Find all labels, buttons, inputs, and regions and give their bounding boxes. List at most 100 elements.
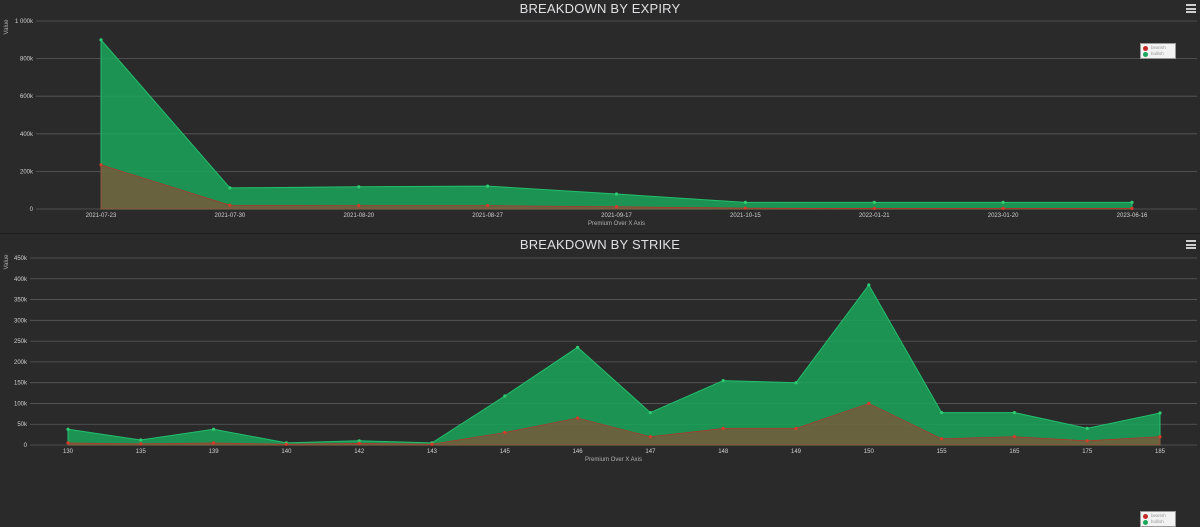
legend-item-bullish[interactable]: bullish bbox=[1143, 519, 1173, 525]
x-tick-label: 147 bbox=[645, 449, 656, 455]
data-point-bearish bbox=[867, 401, 871, 405]
series-area-bullish bbox=[67, 284, 1161, 446]
data-point-bullish bbox=[99, 38, 103, 42]
panel-divider bbox=[0, 233, 1200, 234]
y-tick-label: 600k bbox=[20, 94, 34, 100]
data-point-bearish bbox=[357, 204, 361, 208]
data-point-bearish bbox=[228, 203, 232, 207]
expiry-chart-plot: 0 200k 400k 600k 800k 1 000k 2021-07-23 2021-07… bbox=[4, 19, 1197, 227]
hamburger-menu-icon[interactable] bbox=[1186, 240, 1196, 249]
y-tick-label: 0 bbox=[24, 443, 28, 449]
chart-title: BREAKDOWN BY STRIKE bbox=[519, 237, 681, 252]
x-tick-label: 146 bbox=[573, 449, 584, 455]
data-point-bullish bbox=[743, 200, 748, 204]
expiry-chart-panel: BREAKDOWN BY EXPIRY 0 200k 400k 600k 800k 1 0… bbox=[0, 0, 1200, 233]
legend-item-bullish[interactable]: bullish bbox=[1143, 51, 1173, 57]
data-point-bearish bbox=[284, 442, 288, 446]
data-point-bearish bbox=[357, 441, 361, 445]
x-tick-label: 148 bbox=[718, 449, 729, 455]
x-tick-label: 2023-01-20 bbox=[988, 213, 1019, 219]
data-point-bullish bbox=[1158, 411, 1162, 415]
data-point-bullish bbox=[139, 438, 143, 442]
x-tick-label: 130 bbox=[63, 449, 74, 455]
y-tick-label: 0 bbox=[30, 207, 34, 213]
legend-item-bearish[interactable]: bearish bbox=[1143, 45, 1173, 51]
series-area-bullish bbox=[100, 38, 1133, 210]
data-point-bullish bbox=[212, 427, 216, 431]
x-tick-label: 2023-06-16 bbox=[1117, 213, 1148, 219]
data-point-bearish bbox=[503, 430, 507, 435]
data-point-bearish bbox=[614, 205, 619, 209]
x-tick-label: 135 bbox=[136, 449, 147, 455]
y-tick-label: 250k bbox=[14, 339, 28, 345]
y-tick-label: 1 000k bbox=[15, 19, 34, 25]
x-tick-label: 140 bbox=[281, 449, 292, 455]
data-point-bullish bbox=[503, 394, 507, 398]
y-tick-label: 350k bbox=[14, 298, 28, 304]
data-point-bearish bbox=[1085, 439, 1089, 443]
y-axis-title: Value bbox=[4, 19, 10, 35]
y-tick-label: 150k bbox=[14, 381, 28, 387]
x-tick-label: 2022-01-21 bbox=[859, 213, 890, 219]
x-tick-label: 2021-08-20 bbox=[343, 213, 374, 219]
data-point-bullish bbox=[614, 192, 619, 196]
data-point-bearish bbox=[872, 206, 876, 210]
x-tick-label: 2021-08-27 bbox=[472, 213, 503, 219]
chart-title: BREAKDOWN BY EXPIRY bbox=[519, 1, 681, 16]
legend-dot-bearish bbox=[1143, 513, 1148, 519]
data-point-bullish bbox=[486, 184, 490, 188]
data-point-bullish bbox=[1001, 200, 1005, 204]
data-point-bearish bbox=[139, 442, 143, 446]
x-axis-title: Premium Over X Axis bbox=[585, 457, 642, 463]
data-point-bullish bbox=[940, 411, 944, 415]
data-point-bearish bbox=[486, 204, 490, 208]
legend-dot-bullish bbox=[1143, 51, 1148, 57]
data-point-bearish bbox=[430, 442, 434, 446]
x-tick-label: 145 bbox=[500, 449, 511, 455]
x-tick-label: 149 bbox=[791, 449, 802, 455]
x-tick-label: 142 bbox=[354, 449, 365, 455]
chart-legend: bearish bullish bbox=[1140, 511, 1176, 527]
data-point-bearish bbox=[99, 163, 103, 167]
x-tick-label: 143 bbox=[427, 449, 438, 455]
data-point-bullish bbox=[576, 345, 580, 349]
y-tick-label: 200k bbox=[14, 360, 28, 366]
y-tick-label: 300k bbox=[14, 318, 28, 324]
data-point-bearish bbox=[1130, 206, 1134, 210]
data-point-bullish bbox=[357, 185, 361, 189]
x-tick-label: 2021-07-30 bbox=[215, 213, 246, 219]
x-axis-title: Premium Over X Axis bbox=[588, 221, 645, 227]
legend-dot-bullish bbox=[1143, 519, 1148, 525]
data-point-bearish bbox=[794, 426, 798, 430]
data-point-bullish bbox=[648, 411, 653, 415]
x-tick-label: 2021-10-15 bbox=[730, 213, 761, 219]
data-point-bearish bbox=[743, 206, 748, 210]
x-tick-label: 185 bbox=[1155, 449, 1166, 455]
data-point-bullish bbox=[357, 439, 361, 443]
data-point-bearish bbox=[66, 441, 70, 445]
x-tick-label: 165 bbox=[1009, 449, 1020, 455]
y-tick-label: 100k bbox=[14, 401, 28, 407]
chart-legend: bearish bullish bbox=[1140, 43, 1176, 59]
x-tick-label: 2021-07-23 bbox=[86, 213, 117, 219]
x-tick-label: 139 bbox=[209, 449, 220, 455]
data-point-bullish bbox=[66, 427, 70, 431]
y-tick-label: 400k bbox=[20, 132, 34, 138]
x-tick-label: 155 bbox=[937, 449, 948, 455]
data-point-bullish bbox=[794, 381, 798, 385]
x-tick-label: 2021-09-17 bbox=[601, 213, 632, 219]
legend-label-bullish: bullish bbox=[1151, 519, 1164, 524]
data-point-bullish bbox=[1085, 426, 1089, 430]
data-point-bullish bbox=[872, 200, 876, 204]
data-point-bullish bbox=[1012, 411, 1017, 415]
data-point-bearish bbox=[648, 435, 653, 439]
y-axis-title: Value bbox=[4, 254, 10, 270]
hamburger-menu-icon[interactable] bbox=[1186, 4, 1196, 13]
data-point-bearish bbox=[1158, 435, 1162, 439]
strike-chart-plot: 0 50k 100k 150k 200k 250k 300k 350k 400k 450k 130 1… bbox=[4, 254, 1197, 463]
y-tick-label: 800k bbox=[20, 57, 34, 63]
data-point-bearish bbox=[721, 426, 725, 430]
data-point-bearish bbox=[576, 416, 580, 420]
y-tick-label: 50k bbox=[17, 422, 28, 428]
strike-chart-panel: BREAKDOWN BY STRIKE 0 50k 100k 150k 200k 250k… bbox=[0, 234, 1200, 527]
